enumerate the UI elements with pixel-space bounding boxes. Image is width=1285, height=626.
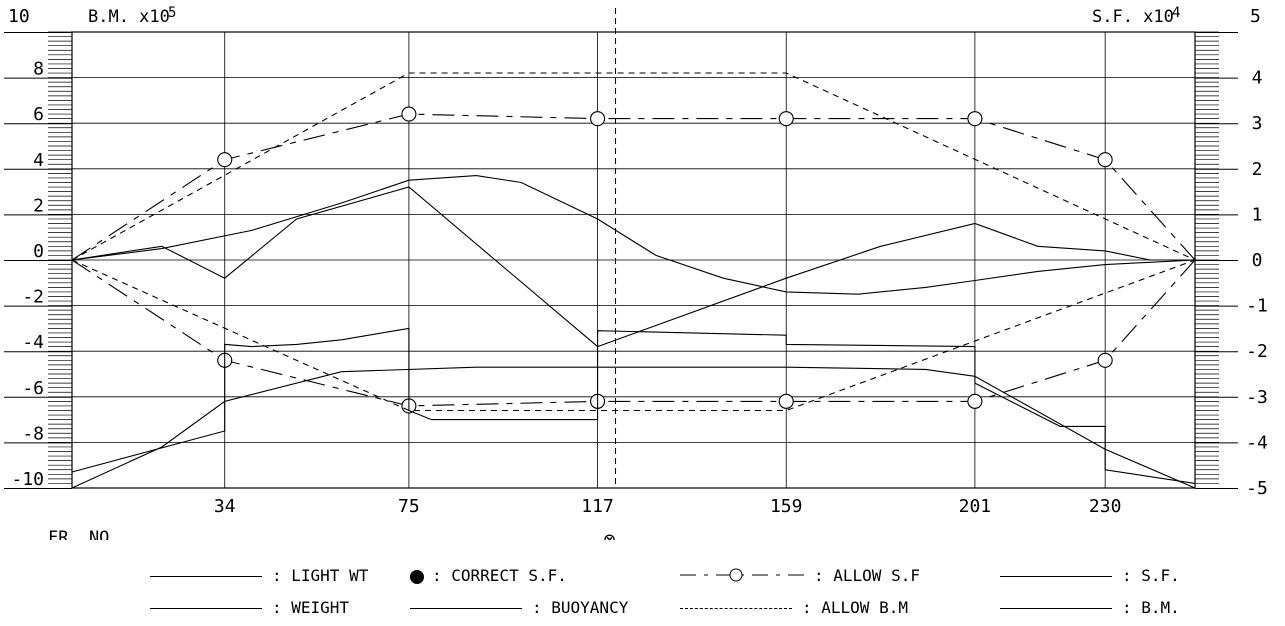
series-buoyancy-line [71, 366, 1196, 489]
right-tick-label: -3 [1246, 387, 1268, 408]
left-axis-exponent: 5 [168, 5, 176, 21]
x-axis-title: FR. NO. [48, 528, 120, 540]
axis-labels: 10 B.M. x10 5 S.F. x10 4 5 FR. NO. 86420… [8, 5, 1268, 540]
series-allow_sf_pos-point [967, 111, 983, 127]
legend-item-buoyancy: : BUOYANCY [410, 598, 628, 617]
grid [71, 8, 1196, 489]
dash-circle-line-icon [680, 567, 804, 587]
right-tick-label: 4 [1252, 68, 1263, 89]
legend-item-weight: : WEIGHT [150, 598, 349, 617]
midship-icon: ⊗ [604, 527, 616, 540]
legend-item-allow-bm: : ALLOW B.M [680, 598, 908, 617]
right-tick-label: -4 [1246, 432, 1268, 453]
left-tick-label: -10 [11, 469, 44, 490]
legend-label: : LIGHT WT [272, 566, 369, 585]
series-allow_bm_pos-line [71, 72, 1196, 261]
series-allow_sf_neg-point [967, 393, 983, 409]
x-tick-label: 117 [581, 496, 614, 517]
series-weight-line [71, 327, 1196, 484]
right-tick-label: -5 [1246, 478, 1268, 499]
legend-label: : ALLOW S.F [814, 566, 920, 585]
x-tick-label: 230 [1089, 496, 1122, 517]
strength-chart: 10 B.M. x10 5 S.F. x10 4 5 FR. NO. 86420… [4, 5, 1268, 540]
x-tick-label: 34 [214, 496, 236, 517]
series-sf-line [71, 186, 1195, 348]
legend-line-solid [410, 608, 522, 609]
legend-line-dashed [680, 608, 792, 609]
filled-dot-icon [410, 569, 424, 584]
right-tick-label: 3 [1252, 113, 1263, 134]
x-tick-label: 159 [770, 496, 803, 517]
legend-label: : ALLOW B.M [802, 598, 908, 617]
series-allow_sf_pos-point [217, 152, 233, 168]
legend-label: : CORRECT S.F. [432, 566, 567, 585]
series-allow_sf_pos-point [401, 106, 417, 122]
x-tick-label: 75 [398, 496, 420, 517]
series-allow_bm_neg-line [71, 259, 1196, 412]
legend-item-sf: : S.F. [1000, 566, 1180, 585]
right-axis-exponent: 4 [1172, 5, 1180, 21]
left-tick-label: 8 [33, 59, 44, 80]
series-allow_sf_pos-point [590, 111, 606, 127]
series-allow_sf_pos-point [778, 111, 794, 127]
series-allow_sf_neg-line [71, 259, 1196, 407]
left-axis-title: B.M. x10 [88, 7, 170, 27]
series-bm-line [71, 175, 1196, 295]
legend-label: : S.F. [1122, 566, 1180, 585]
legend-line-solid [1000, 608, 1112, 609]
right-tick-label: -1 [1246, 296, 1268, 317]
right-axis-top-tick: 5 [1250, 6, 1261, 27]
right-tick-label: 0 [1252, 250, 1263, 271]
series-allow_sf_neg-point [778, 393, 794, 409]
left-tick-label: 2 [33, 195, 44, 216]
left-tick-label: 4 [33, 150, 44, 171]
right-tick-label: -2 [1246, 341, 1268, 362]
legend-label: : WEIGHT [272, 598, 350, 617]
series-allow_sf_pos-line [71, 113, 1196, 261]
axis-scales [4, 31, 1238, 489]
left-tick-label: 6 [33, 104, 44, 125]
right-tick-label: 1 [1252, 204, 1263, 225]
legend-item-light-wt: : LIGHT WT [150, 566, 368, 585]
legend-label: : B.M. [1122, 598, 1180, 617]
x-tick-label: 201 [959, 496, 992, 517]
left-tick-label: -2 [22, 287, 44, 308]
legend-item-correct-sf: : CORRECT S.F. [410, 566, 567, 585]
right-tick-label: 2 [1252, 159, 1263, 180]
series-allow_sf_neg-point [1097, 352, 1113, 368]
series-allow_sf_pos-point [1097, 152, 1113, 168]
right-axis-title: S.F. x10 [1092, 7, 1174, 27]
legend-item-bm: : B.M. [1000, 598, 1180, 617]
left-tick-label: 0 [33, 241, 44, 262]
series-layer [71, 72, 1196, 489]
legend-line-solid [1000, 576, 1112, 577]
legend-label: : BUOYANCY [532, 598, 629, 617]
left-tick-label: -4 [22, 332, 44, 353]
legend-line-solid [150, 576, 262, 577]
left-axis-top-tick: 10 [8, 6, 30, 27]
legend-item-allow-sf: : ALLOW S.F [680, 566, 920, 587]
legend-line-solid [150, 608, 262, 609]
left-tick-label: -8 [22, 423, 44, 444]
left-tick-label: -6 [22, 378, 44, 399]
